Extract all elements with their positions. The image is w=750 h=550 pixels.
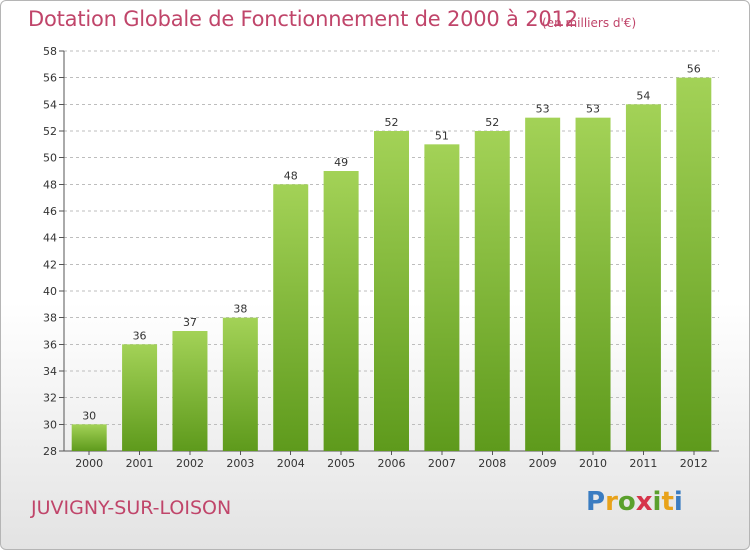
bar [323,171,359,451]
x-tick-label: 2006 [378,457,406,470]
x-tick-label: 2004 [277,457,305,470]
y-tick-label: 58 [43,45,57,58]
commune-name: JUVIGNY-SUR-LOISON [31,497,232,519]
bars [71,77,712,452]
y-tick-label: 36 [43,338,57,351]
bar [71,424,107,451]
x-tick-label: 2001 [126,457,154,470]
chart-title: Dotation Globale de Fonctionnement de 20… [28,7,578,31]
data-label: 52 [485,116,499,129]
y-tick-label: 40 [43,285,57,298]
x-tick-label: 2012 [680,457,708,470]
y-tick-label: 34 [43,365,57,378]
y-tick-label: 56 [43,72,57,85]
x-tick-label: 2009 [529,457,557,470]
x-tick-label: 2008 [478,457,506,470]
bar [424,144,460,452]
bar [525,117,561,452]
bar [222,317,258,451]
x-tick-label: 2003 [226,457,254,470]
data-label: 52 [385,116,399,129]
data-label: 37 [183,316,197,329]
bar [676,77,712,452]
x-tick-label: 2005 [327,457,355,470]
data-label: 38 [233,303,247,316]
data-labels: 30 36 37 38 48 49 52 51 52 53 53 54 56 [82,63,701,423]
logo-letter: i [673,487,683,517]
y-tick-label: 38 [43,312,57,325]
y-tick-label: 42 [43,258,57,271]
logo-letter: o [617,487,636,517]
proxiti-logo[interactable]: Proxiti [586,487,683,517]
y-tick-label: 30 [43,418,57,431]
data-label: 36 [133,329,147,342]
data-label: 51 [435,129,449,142]
logo-letter: t [661,487,674,517]
x-tick-label: 2010 [579,457,607,470]
data-label: 30 [82,409,96,422]
chart-subtitle: (en milliers d'€) [542,16,637,30]
bar [625,104,661,451]
y-tick-label: 46 [43,205,57,218]
y-tick-label: 44 [43,232,57,245]
data-label: 53 [536,103,550,116]
y-tick-label: 48 [43,178,57,191]
logo-letter: r [605,487,618,517]
x-axis: 2000 2001 2002 2003 2004 2005 2006 2007 2008 2009… [75,451,708,470]
y-tick-label: 28 [43,445,57,458]
bar [172,331,208,451]
bar [273,184,309,452]
y-tick-label: 52 [43,125,57,138]
data-label: 53 [586,103,600,116]
y-tick-label: 50 [43,152,57,165]
y-axis: 28 30 32 34 36 38 40 42 44 46 48 50 52 54 56 58 [43,45,719,458]
logo-letter: i [652,487,662,517]
bar [122,344,158,451]
x-tick-label: 2007 [428,457,456,470]
data-label: 49 [334,156,348,169]
x-tick-label: 2011 [629,457,657,470]
bar [575,117,611,452]
y-tick-label: 54 [43,98,57,111]
bar [474,131,510,451]
logo-letter: P [586,487,606,517]
x-tick-label: 2002 [176,457,204,470]
data-label: 54 [636,89,650,102]
data-label: 56 [687,63,701,76]
x-tick-label: 2000 [75,457,103,470]
y-tick-label: 32 [43,392,57,405]
logo-letter: x [635,487,653,517]
data-label: 48 [284,169,298,182]
bar [374,131,409,451]
